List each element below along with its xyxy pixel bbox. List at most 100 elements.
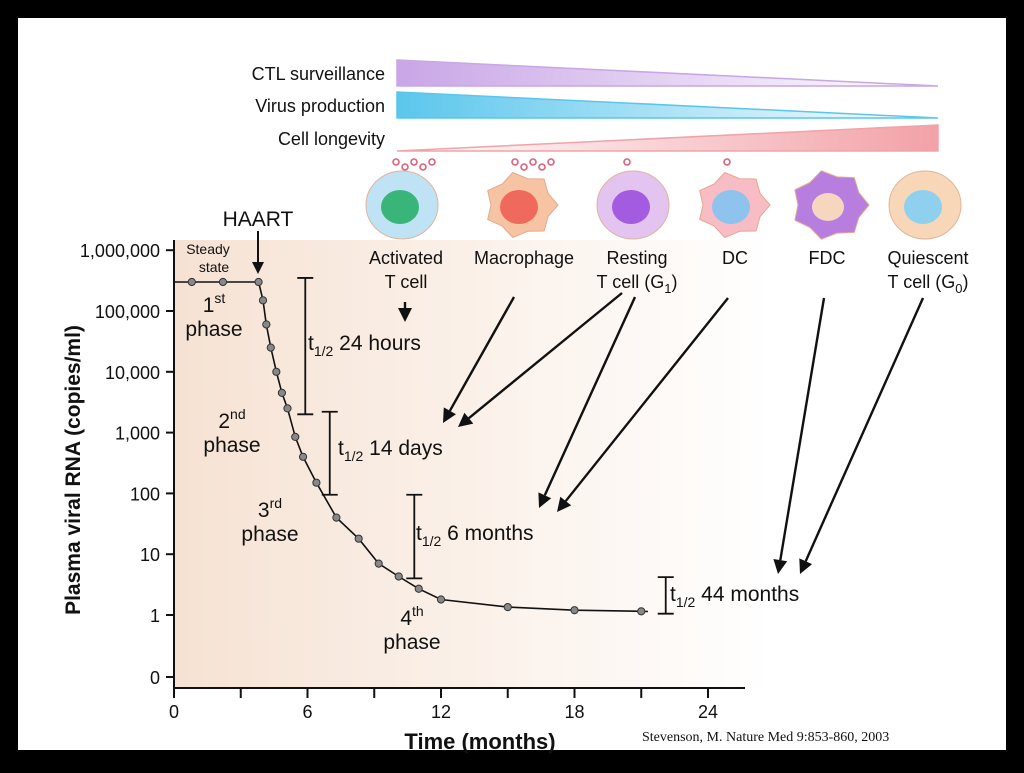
y-tick-label: 10 xyxy=(140,545,160,565)
pointer-arrow xyxy=(398,302,412,322)
data-point xyxy=(272,367,281,376)
arrow-head xyxy=(538,492,552,508)
citation: Stevenson, M. Nature Med 9:853-860, 2003 xyxy=(642,730,889,745)
data-point xyxy=(374,559,383,568)
cell-label-line2: Macrophage xyxy=(474,248,574,268)
pointer-arrow xyxy=(458,292,623,427)
cell-label-line2: T cell (G0) xyxy=(888,272,969,296)
cell-1: Macrophage xyxy=(474,158,574,268)
virion-dot xyxy=(428,158,436,166)
virion-dot xyxy=(538,163,546,171)
arrow-head xyxy=(773,559,788,574)
data-point xyxy=(218,277,228,287)
virion-dot xyxy=(392,158,400,166)
data-point xyxy=(262,320,271,329)
y-axis-label: Plasma viral RNA (copies/ml) xyxy=(62,325,85,615)
cell-5: Quiescent T cell (G0) xyxy=(887,170,969,296)
y-tick-label: 1,000,000 xyxy=(80,241,160,261)
cell-nucleus xyxy=(500,190,538,224)
cell-3: DC xyxy=(699,158,771,268)
arrow-shaft xyxy=(543,296,637,496)
gradient-bar-1 xyxy=(396,91,939,119)
data-point xyxy=(291,432,300,441)
data-point xyxy=(283,404,292,413)
cell-4: FDC xyxy=(794,170,870,268)
arrow-shaft xyxy=(564,297,729,502)
cell-2: Resting T cell (G1) xyxy=(596,158,678,296)
y-tick-label: 1,000 xyxy=(115,424,160,444)
half-life-label: t1/2 6 months xyxy=(416,522,534,549)
data-point xyxy=(354,534,363,543)
y-tick-label: 100,000 xyxy=(95,302,160,322)
data-point xyxy=(414,584,423,593)
arrow-head xyxy=(398,308,412,322)
haart-arrowhead xyxy=(252,262,264,274)
half-life-bracket: t1/2 6 months xyxy=(406,493,534,580)
data-point xyxy=(266,343,275,352)
pointer-arrow xyxy=(773,297,826,574)
viral-load-series xyxy=(173,277,648,616)
cell-nucleus xyxy=(904,190,942,224)
y-tick-label: 1 xyxy=(150,606,160,626)
data-point xyxy=(258,296,268,305)
arrow-head xyxy=(443,407,456,423)
y-tick-label: 100 xyxy=(130,484,160,504)
pointer-arrow xyxy=(443,296,516,423)
data-point xyxy=(503,602,512,612)
cell-label-line1: Activated xyxy=(369,248,443,268)
x-axis-label: Time (months) xyxy=(404,729,555,754)
data-point xyxy=(394,572,403,581)
virion-dot xyxy=(723,158,731,166)
data-point xyxy=(436,595,446,604)
cell-label-line1: Resting xyxy=(606,248,667,268)
phase-subtitle: state xyxy=(199,259,230,275)
cell-label-line2: T cell (G1) xyxy=(597,272,678,296)
gradient-bar-2 xyxy=(396,124,939,152)
data-point xyxy=(187,277,196,287)
virion-dot xyxy=(547,158,555,166)
pointer-arrow xyxy=(799,297,925,574)
data-point xyxy=(312,478,321,487)
x-tick-label: 6 xyxy=(302,702,312,722)
data-point xyxy=(298,452,308,461)
data-point xyxy=(254,277,263,287)
half-life-bracket: t1/2 14 days xyxy=(321,410,443,496)
phase-number: 4th xyxy=(400,603,423,630)
x-tick-label: 0 xyxy=(169,702,179,722)
x-tick-label: 12 xyxy=(431,702,451,722)
phase-number: 2nd xyxy=(218,406,245,433)
data-point xyxy=(570,606,579,615)
phase-word: phase xyxy=(203,434,260,457)
arrow-shaft xyxy=(804,297,925,562)
cell-label-line2: FDC xyxy=(809,248,846,268)
phase-word: phase xyxy=(185,318,242,341)
arrow-shaft xyxy=(468,292,623,420)
phase-label: Steady state xyxy=(186,241,230,275)
data-point xyxy=(637,607,646,616)
cell-label-line2: T cell xyxy=(385,272,428,292)
half-life-bracket: t1/2 24 hours xyxy=(297,277,421,416)
gradient-label: Cell longevity xyxy=(278,129,385,149)
plot-background xyxy=(174,240,774,688)
haart-label: HAART xyxy=(223,208,294,231)
virion-dot xyxy=(401,163,409,171)
cell-0: Activated T cell xyxy=(365,158,443,292)
virion-dot xyxy=(410,158,418,166)
cell-nucleus xyxy=(712,190,750,224)
virion-dot xyxy=(419,163,427,171)
virion-dot xyxy=(520,163,528,171)
phase-title: Steady xyxy=(186,241,230,257)
phase-number: 3rd xyxy=(258,495,282,522)
pointer-arrow xyxy=(538,296,637,508)
arrow-shaft xyxy=(448,296,516,412)
y-tick-label: 0 xyxy=(150,668,160,688)
data-point xyxy=(277,388,287,397)
annotations: Steadystate1stphase2ndphase3rdphase4thph… xyxy=(185,231,925,654)
half-life-label: t1/2 44 months xyxy=(670,583,799,610)
y-tick-label: 10,000 xyxy=(105,363,160,383)
